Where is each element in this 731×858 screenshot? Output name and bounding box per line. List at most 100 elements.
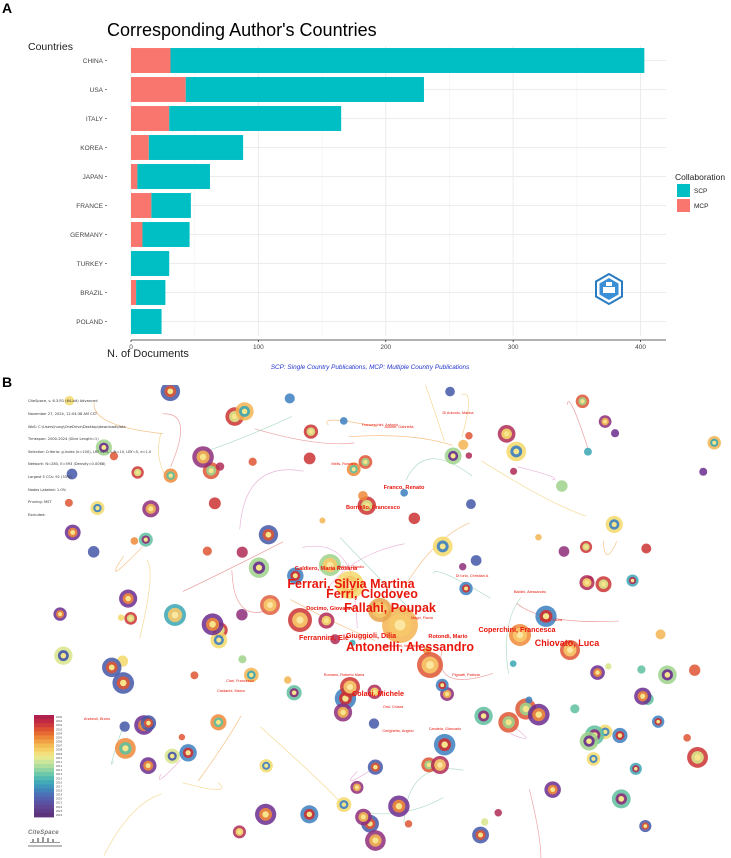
node-core	[595, 670, 600, 675]
node-ring	[339, 417, 348, 425]
node-core	[513, 448, 520, 455]
timeline-year-label: 2022	[56, 806, 63, 809]
timeline-swatch	[34, 735, 54, 740]
node-ring	[689, 664, 701, 676]
legend-swatch-mcp	[677, 199, 690, 212]
network-node	[232, 825, 246, 839]
hub-core	[296, 616, 304, 624]
node-core	[712, 440, 717, 445]
network-hub-node	[560, 640, 580, 660]
network-node	[139, 757, 157, 775]
network-edge	[348, 435, 454, 446]
node-core	[264, 763, 269, 768]
node-ring	[605, 663, 612, 670]
x-tick-label: 400	[635, 344, 646, 351]
bar-scp	[185, 77, 424, 102]
author-label: Bellesi, Claudio	[338, 565, 364, 569]
bar-mcp	[131, 106, 170, 131]
network-edge	[602, 540, 618, 556]
panel-a-label: A	[2, 0, 13, 16]
network-node	[346, 462, 361, 477]
node-core	[340, 709, 346, 716]
network-edge	[516, 603, 619, 622]
hub-core	[345, 580, 355, 590]
network-node	[236, 546, 248, 558]
network-node	[634, 687, 652, 705]
network-node	[472, 826, 489, 844]
node-core	[148, 506, 154, 512]
network-node	[465, 452, 473, 459]
network-node	[235, 402, 254, 421]
network-edge	[327, 543, 405, 588]
node-core	[60, 652, 67, 659]
author-label: Andreoli, Bruno	[84, 717, 110, 721]
network-node	[445, 386, 455, 397]
network-node	[284, 393, 295, 404]
node-core	[522, 705, 530, 713]
node-core	[168, 473, 173, 478]
network-node	[639, 820, 652, 833]
network-node	[612, 727, 628, 744]
bar-mcp	[131, 77, 186, 102]
node-ring	[610, 429, 620, 438]
node-ring	[509, 660, 517, 668]
network-node	[318, 612, 335, 629]
network-node	[114, 737, 136, 759]
timeline-year-label: 2017	[56, 785, 63, 788]
x-tick-label: 300	[508, 344, 519, 351]
node-ring	[556, 480, 568, 492]
node-core	[360, 814, 366, 820]
network-node	[112, 672, 135, 694]
network-node	[474, 706, 493, 726]
node-core	[169, 753, 175, 759]
node-ring	[208, 497, 221, 510]
network-node	[435, 678, 449, 692]
network-hub-node	[319, 554, 341, 576]
network-node	[583, 447, 592, 456]
network-node	[586, 752, 601, 766]
panel-b-label: B	[2, 374, 13, 390]
timeline-year-label: 2013	[56, 769, 63, 772]
node-core	[143, 537, 148, 542]
network-edge	[405, 458, 473, 481]
network-node	[707, 435, 721, 450]
node-core	[603, 419, 608, 424]
bar-scp	[169, 106, 342, 131]
timeline-year-label: 2015	[56, 777, 63, 780]
network-node	[605, 515, 623, 534]
node-core	[341, 802, 347, 807]
network-edge	[103, 793, 162, 856]
author-label: Ferrannini, Ele	[299, 633, 349, 642]
network-node	[119, 589, 138, 608]
network-node	[408, 512, 421, 525]
network-node	[138, 532, 153, 547]
network-hub-node	[417, 652, 443, 678]
network-node	[300, 805, 319, 824]
node-core	[208, 468, 214, 474]
network-node	[210, 714, 227, 731]
network-node	[248, 457, 257, 466]
node-ring	[190, 671, 199, 680]
node-core	[591, 756, 596, 761]
x-tick-label: 200	[380, 344, 391, 351]
network-edge	[461, 393, 469, 438]
badge-bar	[603, 287, 615, 293]
y-tick-label: ITALY	[86, 116, 104, 123]
timeline-swatch	[34, 776, 54, 781]
network-node	[535, 605, 557, 627]
node-core	[354, 785, 359, 790]
node-ring	[236, 546, 248, 558]
network-edge	[158, 433, 165, 474]
timeline-swatch	[34, 800, 54, 806]
network-node	[510, 467, 518, 475]
timeline-swatch	[34, 747, 54, 753]
network-node	[142, 500, 160, 518]
timeline-swatch	[34, 780, 54, 785]
network-node	[95, 439, 112, 456]
node-core	[664, 672, 671, 678]
node-core	[640, 693, 646, 699]
timeline-year-label: 2004	[56, 732, 63, 735]
network-edge	[114, 546, 143, 572]
node-ring	[408, 512, 421, 525]
network-node	[388, 795, 410, 817]
